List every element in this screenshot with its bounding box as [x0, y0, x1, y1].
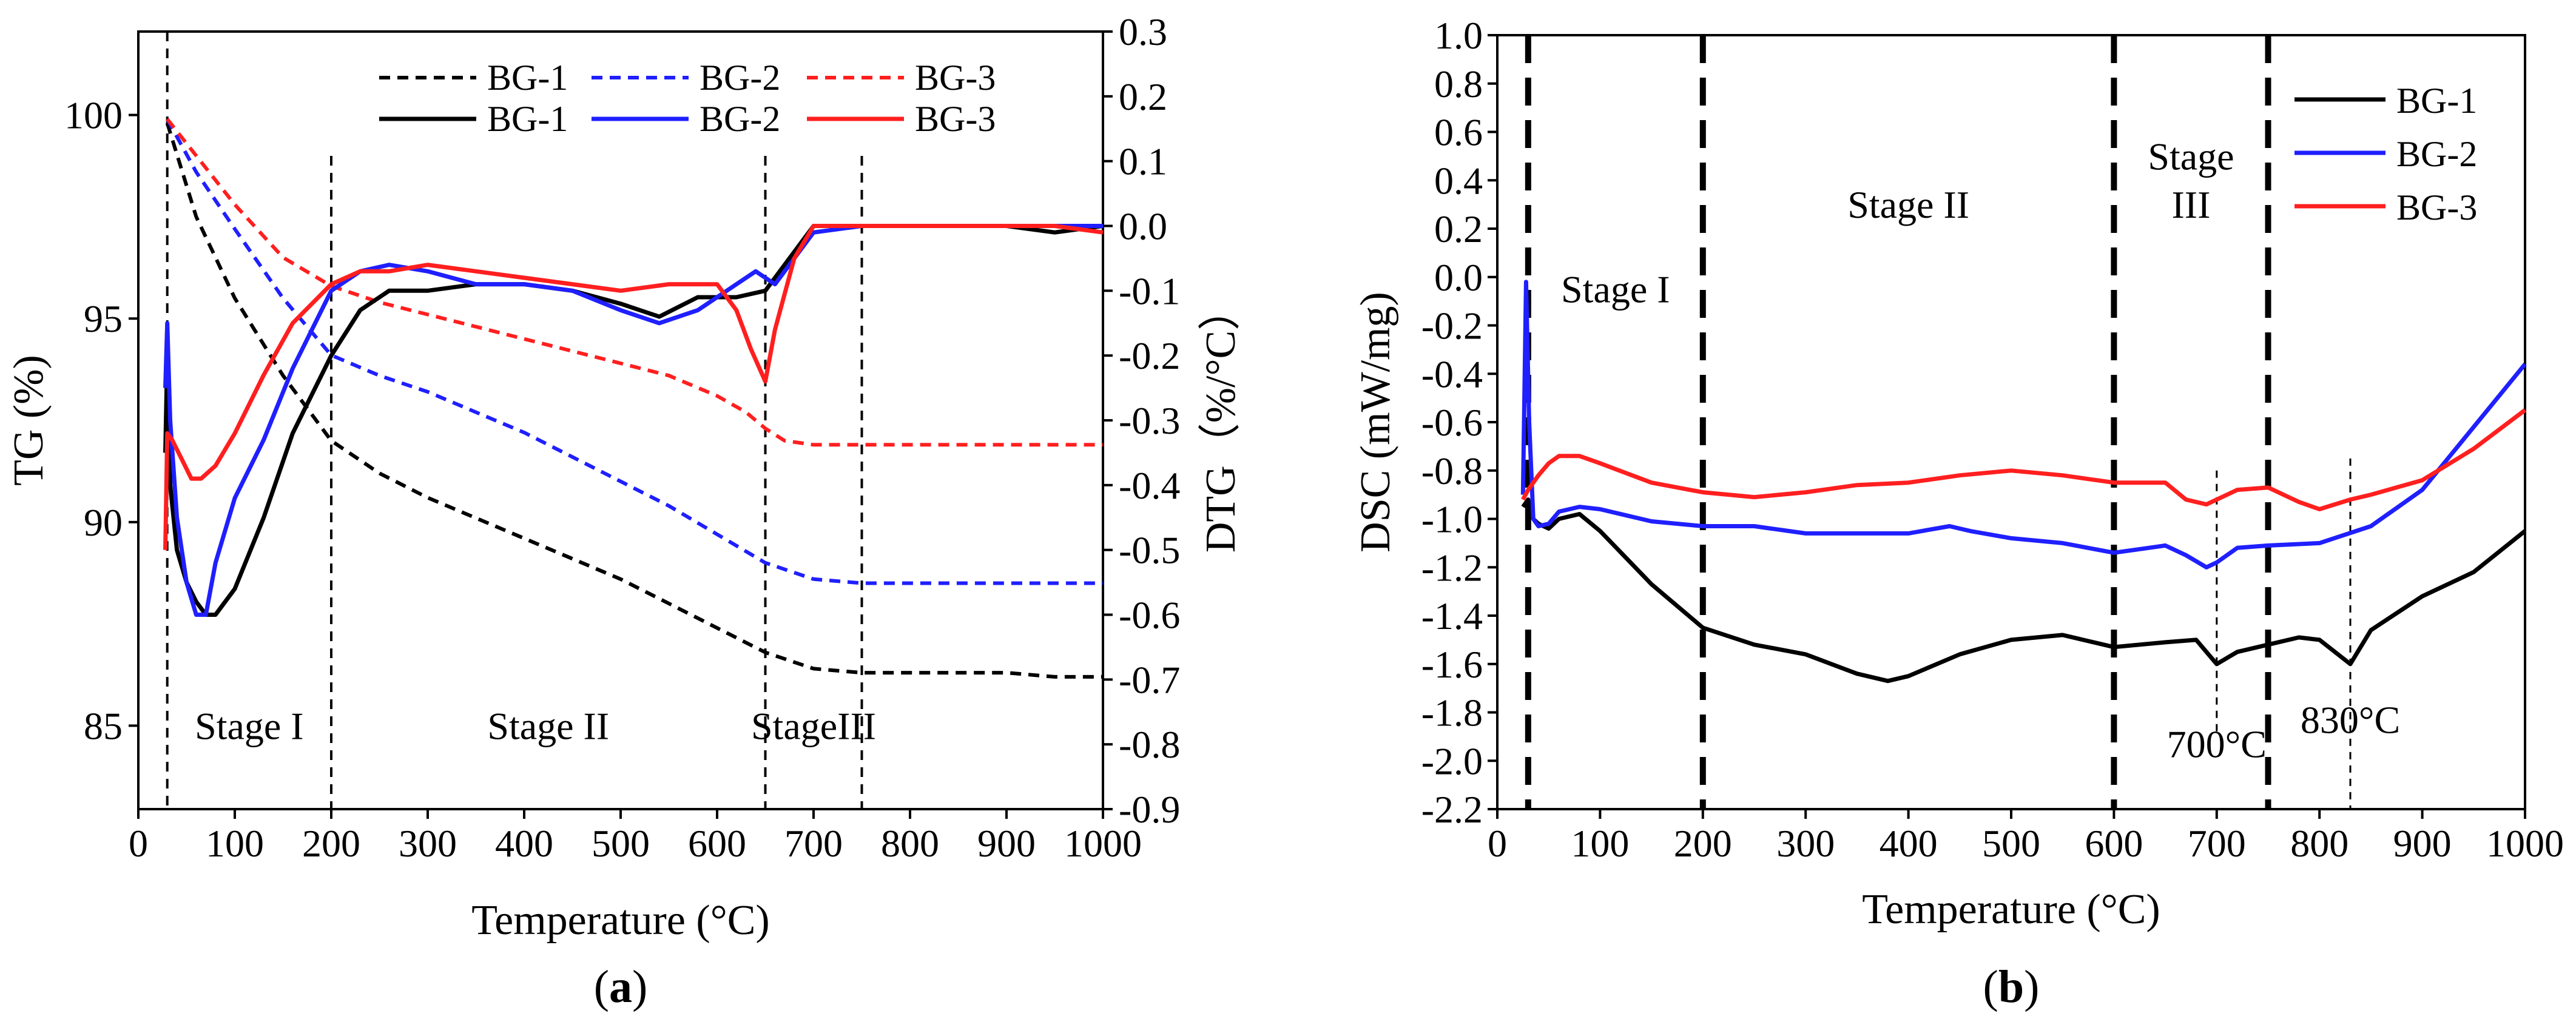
y2-tick-label: 0.0: [1119, 205, 1167, 248]
legend-label-bg-1-dtg: BG-1: [487, 99, 568, 139]
x-tick-label: 800: [881, 822, 939, 865]
y-tick-label: 0.0: [1434, 256, 1483, 299]
legend-label-bg-3: BG-3: [2396, 187, 2477, 227]
y2-tick-label: 0.1: [1119, 140, 1167, 183]
panel-a-label: (a): [594, 961, 648, 1012]
panel-a-x-axis-label: Temperature (°C): [471, 897, 769, 944]
legend-label-bg-1: BG-1: [2396, 81, 2477, 121]
y-tick-label: -0.4: [1421, 352, 1483, 395]
y-tick-label: 0.8: [1434, 62, 1483, 106]
panel-a-y-axis-label: TG (%): [5, 355, 52, 486]
y-tick-label: -1.8: [1421, 691, 1483, 735]
y-tick-label: -2.2: [1421, 788, 1483, 831]
y-tick-label: -1.2: [1421, 546, 1483, 589]
x-tick-label: 600: [688, 822, 746, 865]
x-tick-label: 400: [495, 822, 553, 865]
panel-b-x-axis-label: Temperature (°C): [1862, 886, 2160, 933]
series-line-bg-3-tg: [166, 118, 1103, 447]
y-tick-label: -1.0: [1421, 498, 1483, 541]
y-tick-label: 0.2: [1434, 207, 1483, 251]
x-tick-label: 500: [592, 822, 650, 865]
legend-label-bg-3-dtg: BG-3: [915, 99, 996, 139]
x-tick-label: 300: [1776, 822, 1835, 865]
series-line-bg-1-tg: [165, 123, 1103, 679]
y-tick-label: 0.6: [1434, 111, 1483, 154]
chart-annotation: 700°C: [2167, 722, 2267, 765]
x-tick-label: 900: [977, 822, 1036, 865]
legend-label-bg-2-dtg: BG-2: [700, 99, 780, 139]
chart-annotation: Stage: [2148, 135, 2234, 178]
legend-label-bg-1-tg: BG-1: [487, 58, 568, 98]
x-tick-label: 500: [1982, 822, 2040, 865]
x-tick-label: 900: [2393, 822, 2452, 865]
chart-annotation: Stage II: [1847, 183, 1969, 226]
series-line-bg-2-dtg: [163, 224, 1103, 617]
y2-tick-label: -0.9: [1119, 788, 1180, 831]
panel-b-y-axis-label: DSC (mW/mg): [1352, 292, 1399, 553]
x-tick-label: 100: [206, 822, 264, 865]
series-line-bg-3-dtg: [163, 224, 1104, 550]
y-tick-label: -2.0: [1421, 739, 1483, 782]
x-tick-label: 1000: [2486, 822, 2564, 865]
x-tick-label: 200: [1674, 822, 1732, 865]
x-tick-label: 100: [1571, 822, 1629, 865]
x-tick-label: 200: [302, 822, 360, 865]
y2-tick-label: -0.2: [1119, 334, 1180, 377]
y-tick-label: 0.4: [1434, 159, 1483, 202]
y2-tick-label: -0.5: [1119, 529, 1180, 572]
stage-label: Stage II: [487, 704, 609, 747]
panel-a-chart: 0 100 200 300 400 500 600 700 800 900 1000 85 90 95 10…: [64, 10, 1180, 865]
x-tick-label: 700: [784, 822, 843, 865]
y-tick-label: -1.6: [1421, 643, 1483, 686]
legend-label-bg-2: BG-2: [2396, 134, 2477, 174]
y-tick-label: 100: [64, 94, 123, 137]
y2-tick-label: -0.6: [1119, 594, 1180, 637]
plot-frame: [137, 30, 1104, 810]
y-tick-label: 95: [84, 297, 123, 340]
series-line-bg-3: [1521, 408, 2527, 511]
stage-label: StageIII: [751, 704, 876, 747]
y-tick-label: 1.0: [1434, 14, 1483, 57]
y-tick-label: 85: [84, 704, 123, 747]
y-tick-label: -0.6: [1421, 401, 1483, 444]
y2-tick-label: 0.2: [1119, 75, 1167, 118]
stage-label: Stage I: [195, 704, 304, 747]
y2-tick-label: -0.3: [1119, 399, 1180, 442]
x-tick-label: 0: [1488, 822, 1507, 865]
x-tick-label: 800: [2290, 822, 2348, 865]
chart-annotation: III: [2171, 183, 2210, 226]
series-line-bg-1-dtg: [163, 224, 1104, 617]
series-line-bg-2: [1520, 280, 2527, 570]
y-tick-label: -0.2: [1421, 304, 1483, 348]
chart-annotation: 830°C: [2301, 698, 2400, 741]
x-tick-label: 700: [2188, 822, 2246, 865]
x-tick-label: 0: [129, 822, 148, 865]
y2-tick-label: -0.4: [1119, 464, 1180, 507]
series-line-bg-1: [1521, 497, 2527, 684]
legend-label-bg-2-tg: BG-2: [700, 58, 780, 98]
legend-label-bg-3-tg: BG-3: [915, 58, 996, 98]
x-tick-label: 600: [2085, 822, 2143, 865]
chart-annotation: Stage I: [1561, 268, 1670, 311]
x-tick-label: 400: [1880, 822, 1938, 865]
x-tick-label: 1000: [1064, 822, 1142, 865]
y-tick-label: -1.4: [1421, 594, 1483, 637]
x-tick-label: 300: [399, 822, 457, 865]
series-line-bg-2-tg: [166, 118, 1103, 585]
panel-a-y2-axis-label: DTG（%/°C）: [1198, 288, 1244, 553]
y2-tick-label: 0.3: [1119, 10, 1167, 53]
panel-b-chart: 0 100 200 300 400 500 600 700 800 900 1000 1.0 0.8 0.…: [1421, 14, 2564, 865]
y-tick-label: -0.8: [1421, 449, 1483, 493]
y-tick-label: 90: [84, 501, 123, 544]
y2-tick-label: -0.7: [1119, 658, 1180, 701]
y2-tick-label: -0.8: [1119, 723, 1180, 766]
y2-tick-label: -0.1: [1119, 269, 1180, 312]
panel-b-label: (b): [1983, 961, 2040, 1012]
